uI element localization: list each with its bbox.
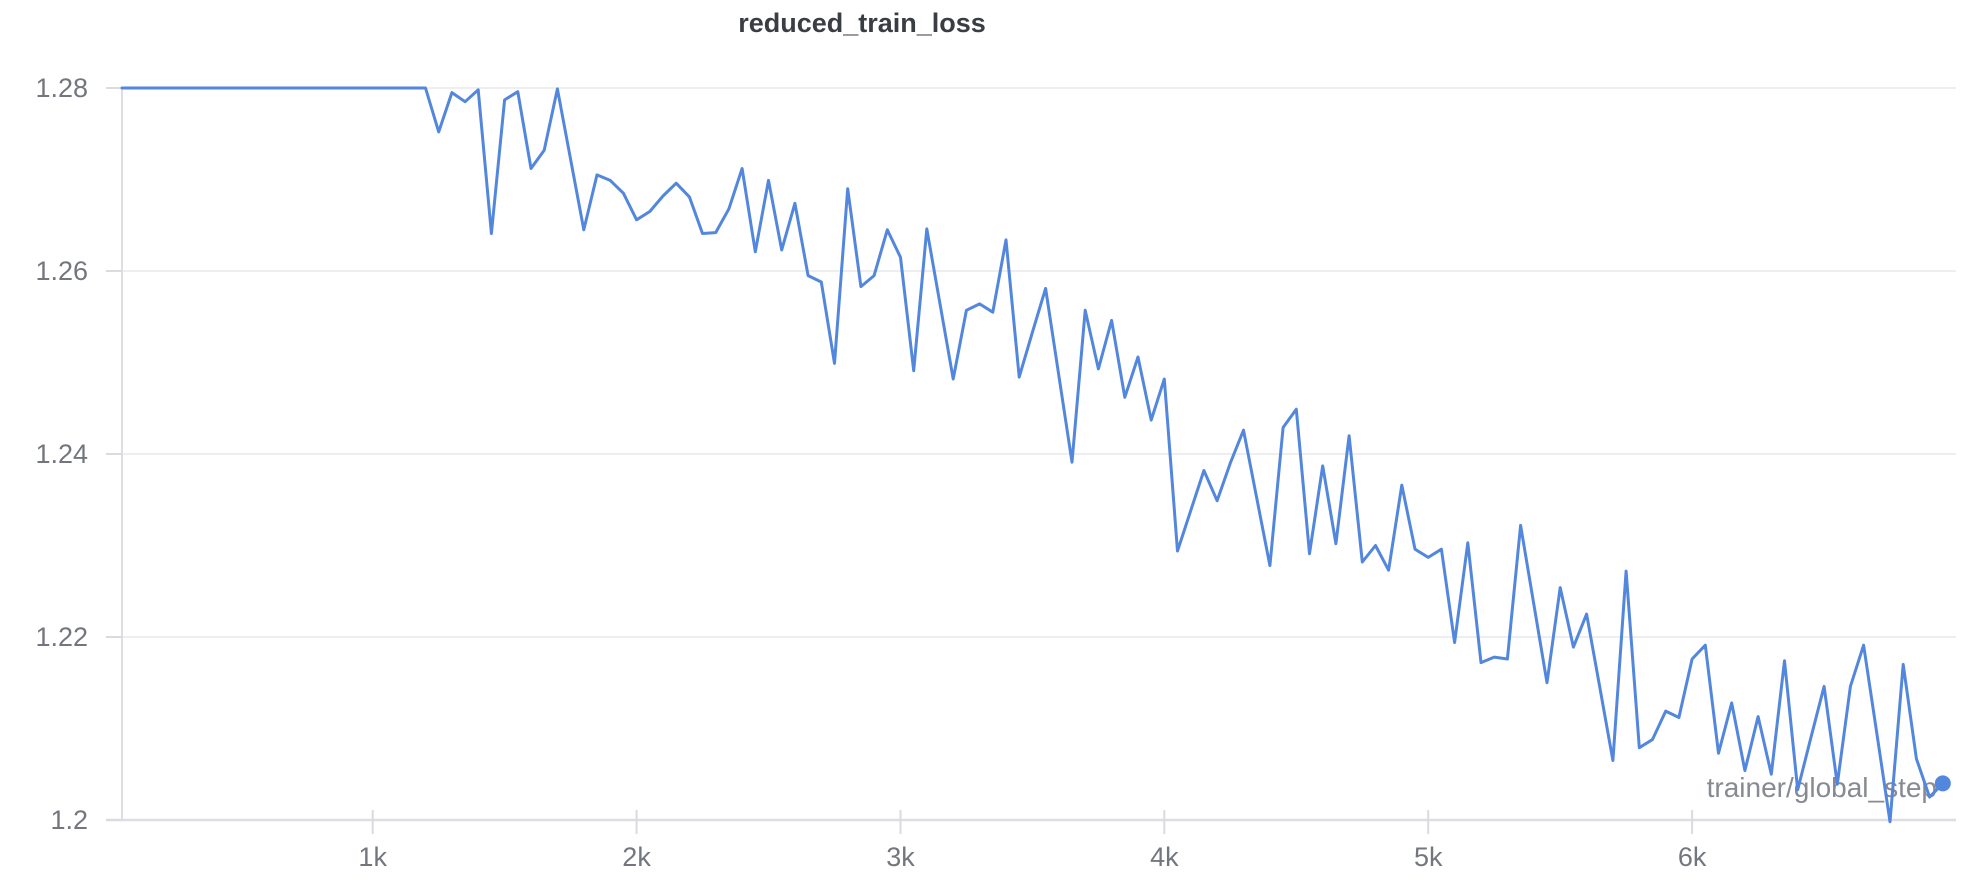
last-point-marker <box>1934 775 1951 792</box>
x-axis-title: trainer/global_step <box>1706 772 1937 803</box>
panel-title: reduced_train_loss <box>738 8 986 38</box>
loss-line <box>120 86 1945 824</box>
